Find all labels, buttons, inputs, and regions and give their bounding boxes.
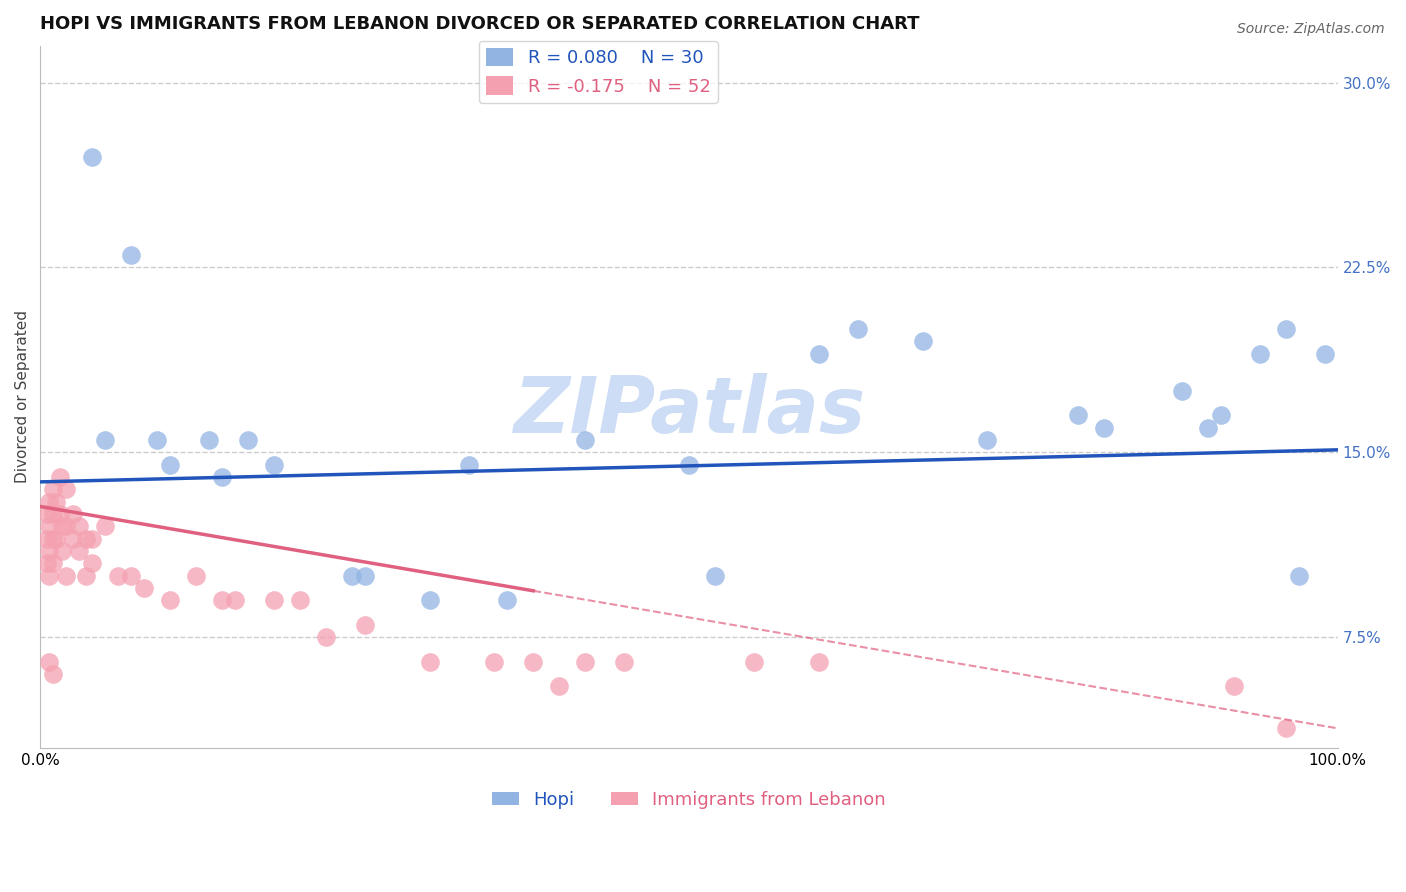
Point: [35, 556, 58, 570]
Text: ZIPatlas: ZIPatlas: [513, 373, 865, 449]
Point: [42, 483, 65, 497]
Point: [574, 433, 596, 447]
Point: [846, 322, 869, 336]
Point: [911, 334, 934, 349]
Point: [120, 568, 142, 582]
Point: [522, 655, 544, 669]
Point: [678, 458, 700, 472]
Point: [67, 519, 90, 533]
Point: [419, 593, 441, 607]
Point: [742, 655, 765, 669]
Point: [211, 593, 233, 607]
Point: [807, 655, 830, 669]
Point: [484, 655, 506, 669]
Point: [548, 680, 571, 694]
Point: [75, 532, 97, 546]
Point: [55, 483, 77, 497]
Point: [1223, 680, 1246, 694]
Point: [38, 568, 60, 582]
Point: [75, 568, 97, 582]
Point: [82, 150, 104, 164]
Point: [1092, 420, 1115, 434]
Point: [198, 433, 221, 447]
Point: [94, 519, 117, 533]
Point: [574, 655, 596, 669]
Point: [55, 568, 77, 582]
Point: [82, 532, 104, 546]
Point: [35, 532, 58, 546]
Point: [1249, 347, 1271, 361]
Point: [184, 568, 207, 582]
Point: [55, 519, 77, 533]
Point: [419, 655, 441, 669]
Point: [288, 593, 311, 607]
Point: [263, 458, 285, 472]
Point: [211, 470, 233, 484]
Point: [45, 532, 67, 546]
Point: [62, 507, 84, 521]
Point: [1171, 384, 1194, 398]
Y-axis label: Divorced or Separated: Divorced or Separated: [15, 310, 30, 483]
Point: [159, 593, 181, 607]
Point: [67, 544, 90, 558]
Point: [224, 593, 246, 607]
Point: [457, 458, 479, 472]
Point: [38, 544, 60, 558]
Point: [42, 532, 65, 546]
Point: [42, 667, 65, 681]
Point: [340, 568, 363, 582]
Point: [353, 617, 375, 632]
Point: [1274, 722, 1296, 736]
Point: [236, 433, 259, 447]
Point: [1197, 420, 1219, 434]
Legend: Hopi, Immigrants from Lebanon: Hopi, Immigrants from Lebanon: [485, 784, 893, 816]
Point: [353, 568, 375, 582]
Point: [1274, 322, 1296, 336]
Text: Source: ZipAtlas.com: Source: ZipAtlas.com: [1237, 22, 1385, 37]
Point: [51, 519, 73, 533]
Point: [807, 347, 830, 361]
Point: [134, 581, 156, 595]
Point: [146, 433, 169, 447]
Point: [976, 433, 998, 447]
Point: [82, 556, 104, 570]
Point: [42, 556, 65, 570]
Point: [51, 544, 73, 558]
Point: [263, 593, 285, 607]
Point: [1067, 409, 1090, 423]
Point: [94, 433, 117, 447]
Text: HOPI VS IMMIGRANTS FROM LEBANON DIVORCED OR SEPARATED CORRELATION CHART: HOPI VS IMMIGRANTS FROM LEBANON DIVORCED…: [41, 15, 920, 33]
Point: [62, 532, 84, 546]
Point: [120, 248, 142, 262]
Point: [613, 655, 636, 669]
Point: [1288, 568, 1310, 582]
Point: [1313, 347, 1336, 361]
Point: [159, 458, 181, 472]
Point: [38, 494, 60, 508]
Point: [1209, 409, 1232, 423]
Point: [49, 470, 72, 484]
Point: [38, 655, 60, 669]
Point: [49, 507, 72, 521]
Point: [38, 519, 60, 533]
Point: [35, 507, 58, 521]
Point: [704, 568, 727, 582]
Point: [107, 568, 129, 582]
Point: [45, 494, 67, 508]
Point: [315, 630, 337, 644]
Point: [496, 593, 519, 607]
Point: [42, 507, 65, 521]
